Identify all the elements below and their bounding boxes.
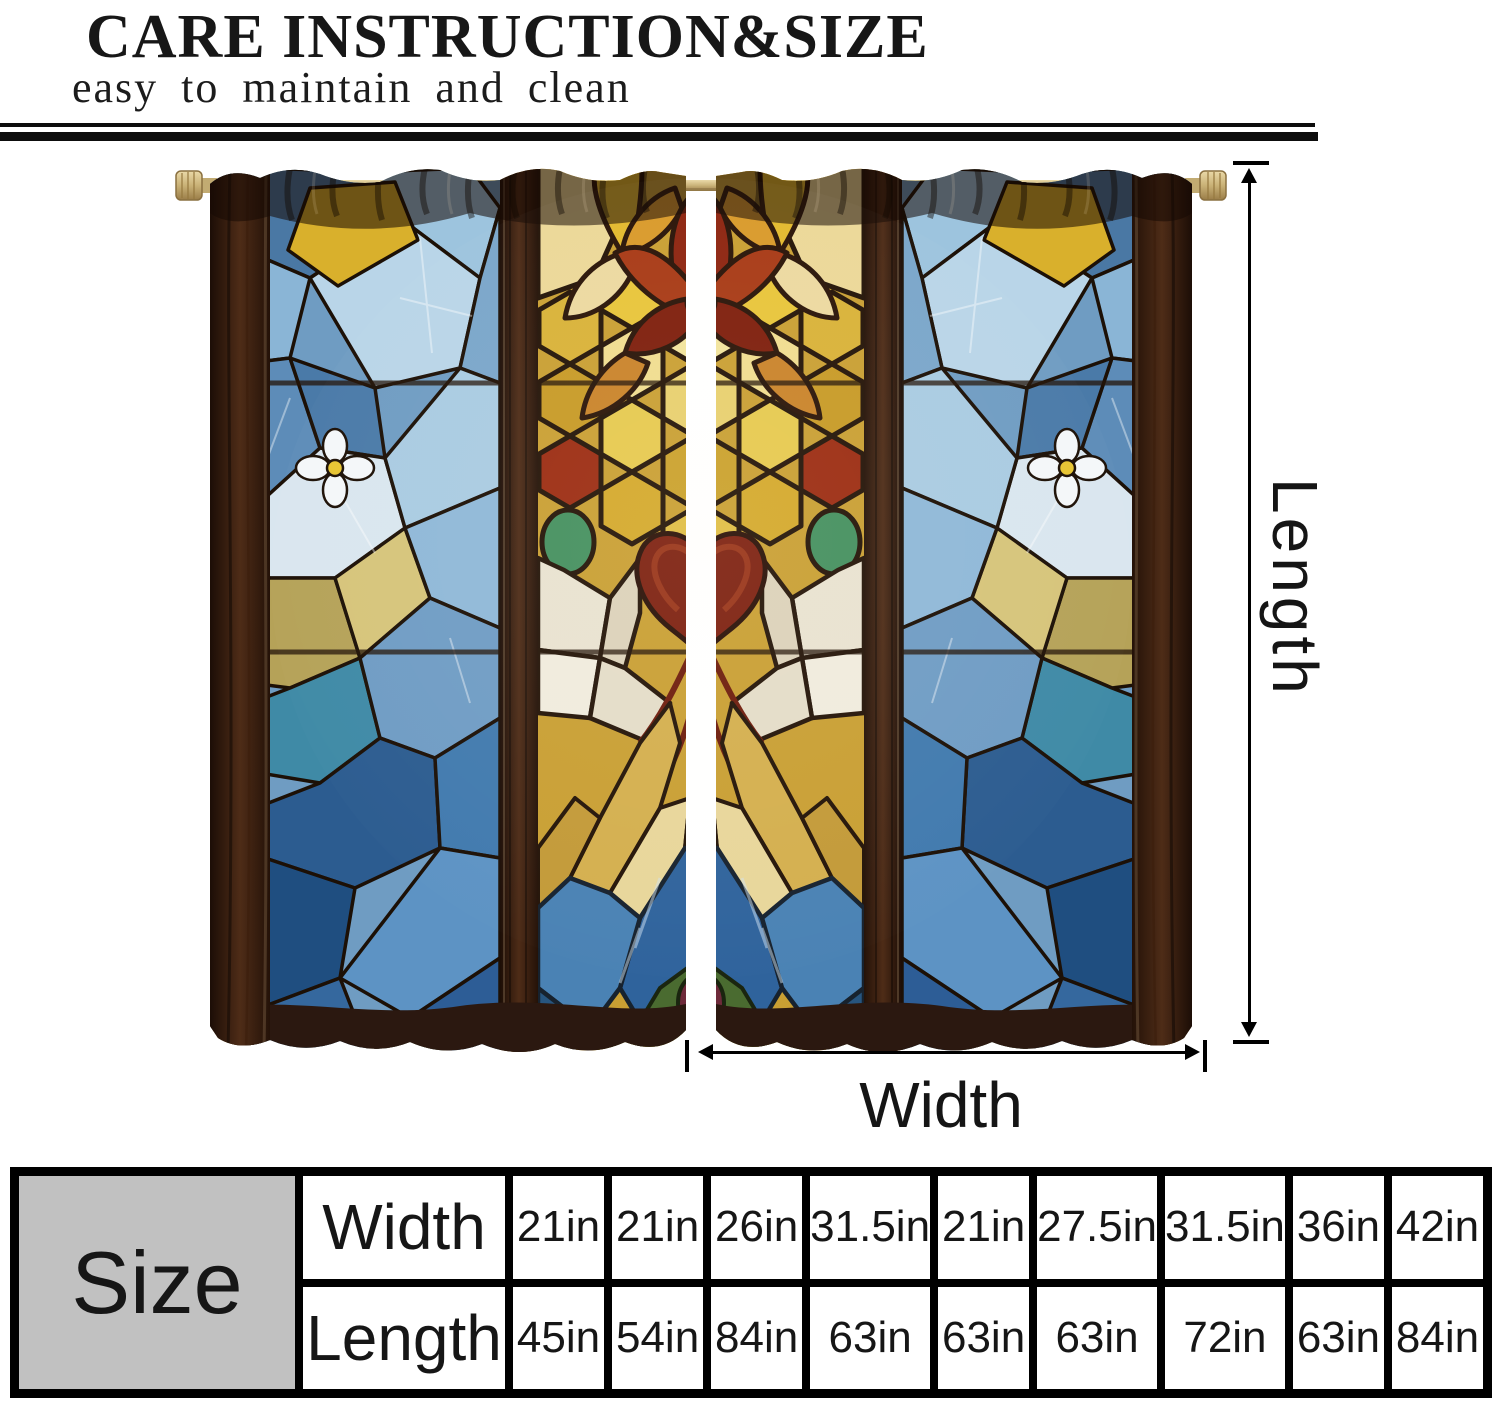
width-arrow-line (710, 1051, 1188, 1054)
size-chart-table: Size Width 21in 21in 26in 31.5in 21in 27… (10, 1167, 1492, 1398)
width-value-cell: 27.5in (1037, 1176, 1157, 1279)
length-arrowhead-up (1241, 168, 1257, 183)
length-value-cell: 63in (1292, 1286, 1384, 1389)
stained-glass-curtain-graphic (175, 158, 1227, 1063)
backlight-glow (271, 178, 1131, 978)
divider-line-thick (0, 132, 1318, 141)
width-arrowhead-left (698, 1044, 713, 1060)
length-tick-bottom (1233, 1040, 1269, 1044)
width-value-cell: 42in (1391, 1176, 1483, 1279)
width-value-cell: 31.5in (810, 1176, 931, 1279)
width-value-cell: 21in (938, 1176, 1030, 1279)
divider-line-thin (0, 123, 1315, 127)
width-value-cell: 26in (711, 1176, 803, 1279)
length-label: Length (1259, 478, 1331, 698)
page-subtitle: easy to maintain and clean (72, 63, 631, 112)
length-value-cell: 84in (711, 1286, 803, 1389)
width-value-cell: 31.5in (1165, 1176, 1285, 1279)
length-value-cell: 63in (1037, 1286, 1157, 1389)
width-value-cell: 36in (1292, 1176, 1384, 1279)
length-tick-top (1233, 161, 1269, 165)
size-chart-corner-label: Size (19, 1176, 295, 1389)
width-row-label: Width (303, 1176, 505, 1279)
curtain-product-image (170, 158, 1232, 1063)
length-arrow-line (1248, 180, 1251, 1024)
width-arrowhead-right (1185, 1044, 1200, 1060)
width-label: Width (859, 1069, 1023, 1141)
length-value-cell: 84in (1391, 1286, 1483, 1389)
wood-edge-bar (210, 168, 270, 1052)
length-row-label: Length (303, 1286, 505, 1389)
width-value-cell: 21in (612, 1176, 704, 1279)
length-value-cell: 45in (513, 1286, 605, 1389)
length-value-cell: 63in (938, 1286, 1030, 1389)
length-arrowhead-down (1241, 1022, 1257, 1037)
width-tick-left (685, 1040, 689, 1072)
width-value-cell: 21in (513, 1176, 605, 1279)
length-value-cell: 63in (810, 1286, 931, 1389)
length-value-cell: 54in (612, 1286, 704, 1389)
page-title: CARE INSTRUCTION&SIZE (86, 3, 929, 71)
width-tick-right (1203, 1040, 1207, 1072)
curtain-bottom-hem (210, 1002, 686, 1052)
length-value-cell: 72in (1165, 1286, 1285, 1389)
